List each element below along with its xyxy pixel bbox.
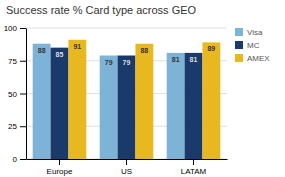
y-tick-label: 0 xyxy=(13,155,18,164)
data-labels: 88 79 81 85 79 81 91 88 89 xyxy=(38,43,216,66)
data-label: 85 xyxy=(56,51,64,58)
legend-label: MC xyxy=(247,41,260,50)
y-tick: 75 xyxy=(8,57,26,66)
bar xyxy=(185,53,203,159)
bar xyxy=(135,44,153,159)
legend-item: MC xyxy=(235,41,260,50)
legend-label: Visa xyxy=(247,28,263,37)
y-tick-mark xyxy=(20,159,26,160)
data-label: 81 xyxy=(190,56,198,63)
y-tick-mark xyxy=(20,126,26,127)
data-label: 89 xyxy=(207,45,215,52)
legend-label: AMEX xyxy=(247,54,270,63)
y-tick-label: 50 xyxy=(8,90,17,99)
data-label: 88 xyxy=(140,47,148,54)
x-tick: LATAM xyxy=(181,159,207,176)
bar xyxy=(202,42,220,159)
y-tick: 0 xyxy=(13,155,26,164)
data-label: 81 xyxy=(172,56,180,63)
bar xyxy=(33,44,51,159)
bar xyxy=(100,56,118,159)
x-tick: Europe xyxy=(47,159,73,176)
data-label: 91 xyxy=(73,43,81,50)
chart: Success rate % Card type across GEO88798… xyxy=(0,0,285,177)
grid-line xyxy=(26,28,227,29)
plot: 88 79 81 85 79 81 91 88 89 0 25 50 75 100 Europe US LATA… xyxy=(4,24,228,176)
y-tick: 25 xyxy=(8,122,26,131)
x-tick-mark xyxy=(126,159,127,165)
grid xyxy=(26,28,227,159)
bar xyxy=(51,48,69,159)
x-tick-mark xyxy=(193,159,194,165)
y-tick-label: 100 xyxy=(4,24,18,33)
y-tick-label: 25 xyxy=(8,122,17,131)
bar xyxy=(68,40,86,159)
x-axis: Europe US LATAM xyxy=(27,159,228,176)
y-axis-line xyxy=(26,29,27,160)
bars xyxy=(33,40,221,159)
x-tick-label: Europe xyxy=(47,167,73,176)
x-tick-label: LATAM xyxy=(181,167,207,176)
y-tick: 100 xyxy=(4,24,26,33)
x-tick-mark xyxy=(59,159,60,165)
legend-item: AMEX xyxy=(235,54,270,63)
y-tick-mark xyxy=(20,94,26,95)
legend-swatch xyxy=(235,28,243,36)
y-tick-mark xyxy=(20,61,26,62)
legend-item: Visa xyxy=(235,28,263,37)
y-tick-label: 75 xyxy=(8,57,17,66)
bar xyxy=(118,56,136,159)
title: Success rate % Card type across GEO xyxy=(6,4,197,16)
legend-swatch xyxy=(235,54,243,62)
data-label: 88 xyxy=(38,47,46,54)
legend: Visa MC AMEX xyxy=(235,28,270,63)
bar xyxy=(167,53,185,159)
y-axis: 0 25 50 75 100 xyxy=(4,24,27,164)
legend-swatch xyxy=(235,41,243,49)
data-label: 79 xyxy=(105,59,113,66)
y-tick: 50 xyxy=(8,90,26,99)
x-tick: US xyxy=(121,159,132,176)
x-tick-label: US xyxy=(121,167,132,176)
y-tick-mark xyxy=(20,28,26,29)
data-label: 79 xyxy=(123,59,131,66)
